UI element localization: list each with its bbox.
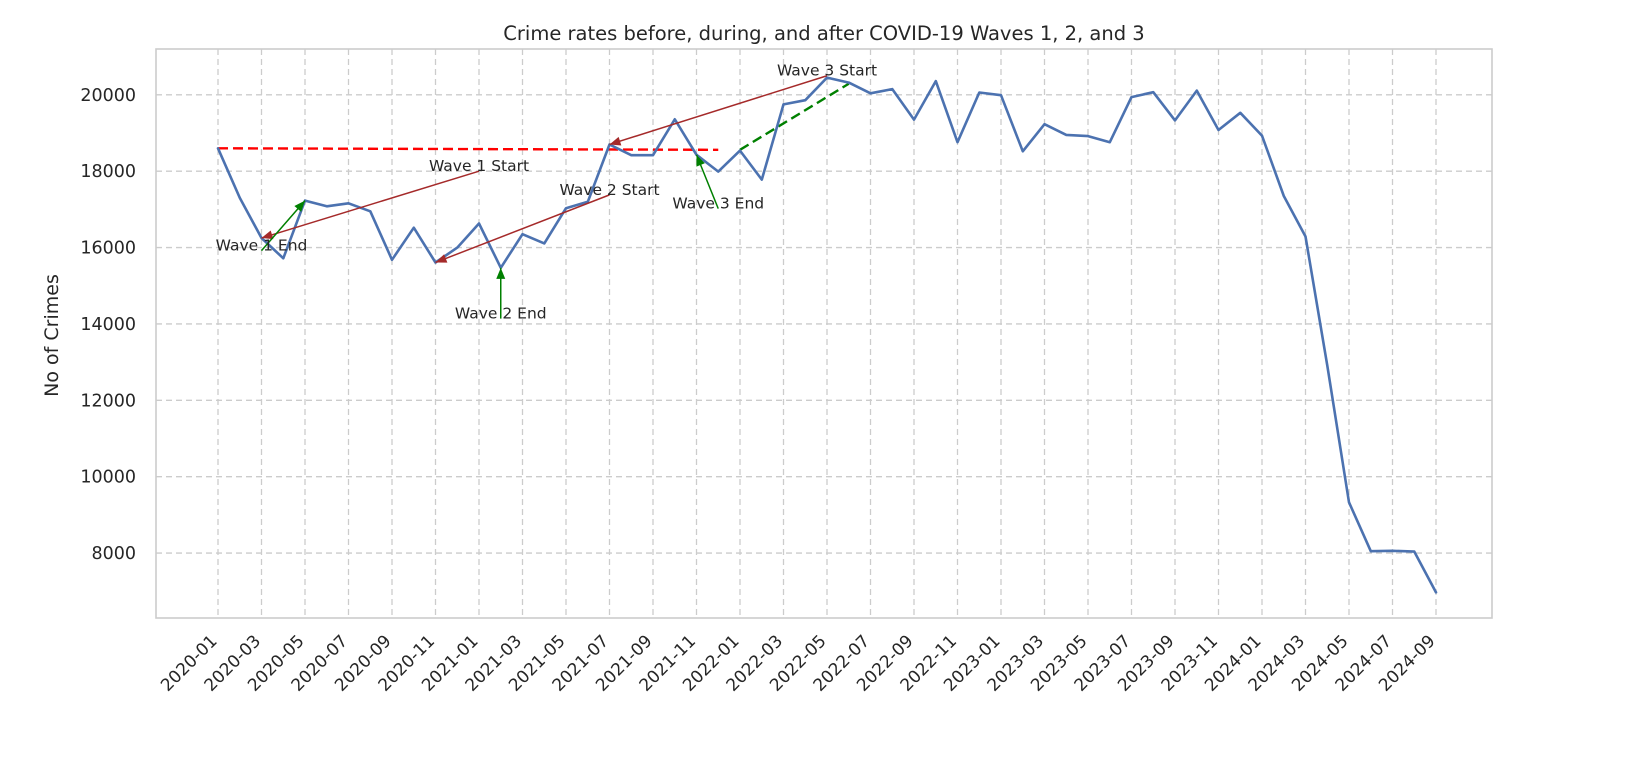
y-tick-label: 20000 — [80, 86, 136, 106]
annotation-arrow — [260, 200, 306, 252]
annotation-arrowhead — [294, 200, 305, 212]
annotation-label: Wave 1 End — [216, 237, 308, 255]
annotation-label: Wave 2 Start — [559, 181, 659, 199]
reference-line — [217, 147, 719, 152]
series-layer — [216, 76, 1438, 594]
y-tick-label: 12000 — [80, 391, 136, 411]
y-tick-labels: 8000 10000 12000 14000 16000 18000 20000 — [80, 86, 136, 564]
annotation-label: Wave 3 End — [672, 195, 764, 213]
plot-frame — [155, 48, 1493, 619]
annotation-label: Wave 2 End — [455, 305, 547, 323]
series-line — [216, 76, 1438, 594]
annotation-arrowhead — [609, 136, 622, 146]
reference-line — [739, 82, 850, 151]
annotation-arrow — [609, 75, 828, 146]
annotation-arrowhead — [435, 254, 448, 263]
y-tick-label: 8000 — [91, 544, 136, 564]
reference-lines — [217, 82, 850, 152]
annotation-label: Wave 1 Start — [429, 157, 529, 175]
y-tick-label: 18000 — [80, 162, 136, 182]
y-tick-label: 16000 — [80, 239, 136, 259]
annotation-arrowhead — [696, 154, 705, 167]
annotation-layer: Wave 1 Start Wave 1 End Wave 2 Start Wave 2… — [216, 62, 877, 323]
x-tick-labels: 2020-012020-032020-052020-072020-092020-… — [157, 631, 1439, 695]
annotation-arrow — [435, 194, 610, 264]
annotation-arrowhead — [261, 230, 274, 240]
annotation-arrowhead — [496, 267, 506, 279]
annotation-label: Wave 3 Start — [777, 62, 877, 80]
chart-title: Crime rates before, during, and after CO… — [503, 22, 1144, 45]
plot-area — [156, 49, 1492, 618]
annotation-arrow — [261, 170, 480, 239]
y-axis-label: No of Crimes — [41, 274, 63, 397]
y-tick-label: 14000 — [80, 315, 136, 335]
y-tick-label: 10000 — [80, 468, 136, 488]
